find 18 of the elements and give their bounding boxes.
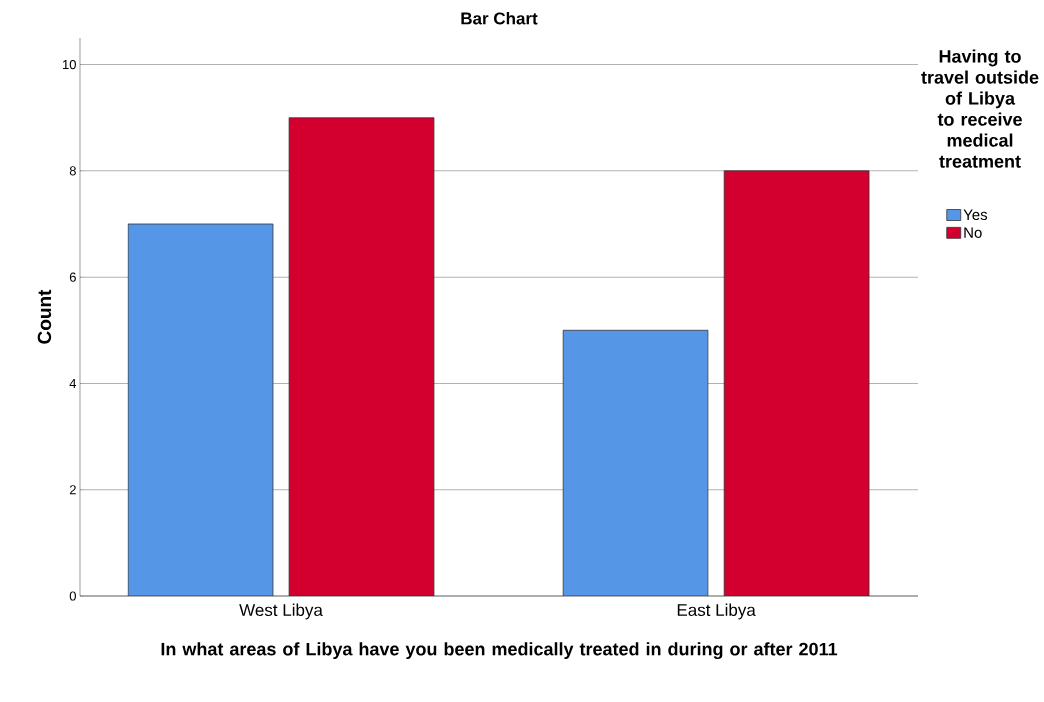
y-tick-label: 10: [63, 59, 76, 70]
legend-label: No: [964, 227, 982, 238]
y-tick-label: 4: [69, 378, 77, 388]
bar: [562, 329, 709, 596]
y-axis-title: Count: [37, 289, 52, 344]
bar: [288, 117, 435, 596]
x-tick-label: East Libya: [677, 603, 756, 620]
chart-title: Bar Chart: [461, 11, 538, 25]
legend-label: Yes: [963, 209, 988, 221]
y-tick-label: 2: [69, 485, 76, 495]
bar: [723, 170, 870, 596]
y-tick-label: 0: [69, 591, 76, 601]
y-tick-label: 8: [69, 166, 76, 176]
y-tick-label: 6: [69, 272, 76, 282]
x-axis-title: In what areas of Libya have you been medically treated in during or after 2011: [161, 642, 838, 660]
x-tick-label: West Libya: [239, 603, 323, 620]
legend-title: Having to travel outside of Libya to receive medical treatment: [921, 49, 1039, 168]
bar: [127, 223, 274, 596]
